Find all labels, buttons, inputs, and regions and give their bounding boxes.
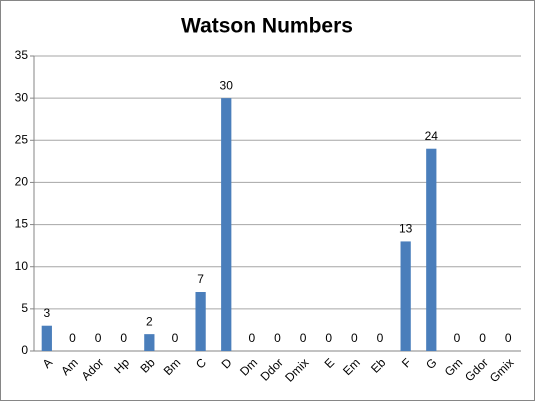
data-label: 0 bbox=[479, 331, 486, 345]
data-label: 0 bbox=[325, 331, 332, 345]
data-label: 13 bbox=[399, 222, 413, 236]
data-label: 0 bbox=[351, 331, 358, 345]
bar bbox=[426, 148, 437, 351]
bar bbox=[195, 292, 206, 351]
data-label: 0 bbox=[505, 331, 512, 345]
data-label: 7 bbox=[197, 272, 204, 286]
data-label: 0 bbox=[274, 331, 281, 345]
y-tick-label: 10 bbox=[15, 259, 29, 273]
data-label: 0 bbox=[454, 331, 461, 345]
bar bbox=[400, 241, 411, 351]
chart-title: Watson Numbers bbox=[181, 15, 353, 38]
data-label: 0 bbox=[172, 331, 179, 345]
data-label: 2 bbox=[146, 314, 153, 328]
y-tick-label: 30 bbox=[15, 90, 29, 104]
data-label: 0 bbox=[120, 331, 127, 345]
bar bbox=[221, 98, 232, 352]
data-label: 0 bbox=[249, 331, 256, 345]
data-label: 0 bbox=[95, 331, 102, 345]
y-tick-label: 5 bbox=[21, 301, 28, 315]
bar bbox=[144, 334, 155, 351]
data-label: 0 bbox=[377, 331, 384, 345]
y-tick-label: 35 bbox=[15, 48, 29, 62]
data-label: 30 bbox=[220, 78, 234, 92]
y-tick-label: 0 bbox=[21, 343, 28, 357]
bar bbox=[41, 325, 52, 351]
y-tick-label: 25 bbox=[15, 132, 29, 146]
data-label: 0 bbox=[69, 331, 76, 345]
y-tick-label: 15 bbox=[15, 217, 29, 231]
data-label: 3 bbox=[43, 306, 50, 320]
data-label: 24 bbox=[425, 129, 439, 143]
data-label: 0 bbox=[300, 331, 307, 345]
y-tick-label: 20 bbox=[15, 175, 29, 189]
